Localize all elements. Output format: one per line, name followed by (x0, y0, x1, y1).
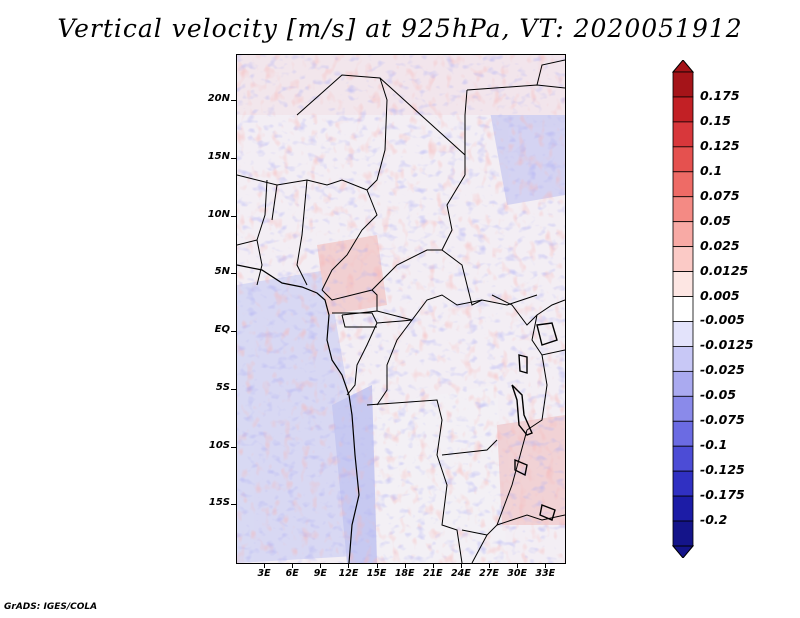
colorbar-bin (672, 146, 694, 173)
colorbar-level-label: -0.075 (700, 412, 745, 428)
lat-tick-mark (231, 100, 236, 102)
colorbar-level-label: -0.175 (700, 487, 745, 503)
lat-tick-label: 5N (214, 266, 230, 278)
colorbar-bin (672, 420, 694, 447)
colorbar-top-arrow (672, 60, 694, 73)
colorbar-bin (672, 71, 694, 98)
lon-tick-mark (292, 563, 294, 568)
colorbar-bin (672, 346, 694, 372)
colorbar (672, 60, 694, 558)
lat-tick-mark (231, 273, 236, 275)
colorbar-level-label: 0.075 (700, 187, 740, 203)
colorbar-level-label: 0.0125 (700, 262, 749, 278)
colorbar-bin (672, 395, 694, 422)
lon-tick-label: 27E (479, 568, 499, 579)
colorbar-level-label: 0.025 (700, 237, 740, 253)
velocity-map (236, 54, 566, 564)
grads-credit: GrADS: IGES/COLA (4, 602, 98, 612)
lat-tick-label: 10S (208, 439, 230, 451)
downward-motion-texture (237, 55, 565, 563)
lon-tick-mark (376, 563, 378, 568)
lon-tick-label: 6E (285, 568, 299, 579)
colorbar-level-label: -0.0125 (700, 337, 754, 353)
lat-tick-mark (231, 331, 236, 333)
lat-tick-label: 5S (215, 381, 230, 393)
colorbar-bin (672, 171, 694, 198)
colorbar-bin (672, 495, 694, 522)
lon-tick-mark (264, 563, 266, 568)
colorbar-bin (672, 221, 694, 248)
lat-tick-label: 10N (207, 208, 230, 220)
lat-tick-label: 15S (208, 497, 230, 509)
lon-tick-mark (545, 563, 547, 568)
colorbar-bin (672, 296, 694, 322)
colorbar-bin (672, 271, 694, 297)
lon-tick-mark (517, 563, 519, 568)
lat-tick-mark (231, 388, 236, 390)
colorbar-level-label: -0.025 (700, 362, 745, 378)
velocity-field-plot (237, 55, 565, 563)
lat-tick-label: 20N (207, 93, 230, 105)
colorbar-bin (672, 520, 694, 547)
lat-tick-label: EQ (214, 324, 230, 336)
lon-tick-label: 24E (451, 568, 471, 579)
colorbar-level-label: 0.125 (700, 137, 740, 153)
lat-tick-mark (231, 157, 236, 159)
colorbar-level-label: -0.05 (700, 387, 737, 403)
lon-tick-mark (489, 563, 491, 568)
colorbar-bottom-arrow (672, 545, 694, 558)
colorbar-level-label: 0.175 (700, 87, 740, 103)
lon-tick-label: 15E (366, 568, 387, 579)
colorbar-bin (672, 470, 694, 497)
colorbar-bin (672, 321, 694, 347)
lon-tick-label: 30E (507, 568, 527, 579)
lon-tick-label: 9E (313, 568, 327, 579)
map-title: Vertical velocity [m/s] at 925hPa, VT: 2… (57, 14, 743, 43)
colorbar-level-label: -0.2 (700, 512, 728, 528)
lat-tick-label: 15N (207, 150, 230, 162)
coastline (237, 264, 360, 563)
lat-tick-mark (231, 446, 236, 448)
colorbar-level-label: 0.15 (700, 112, 731, 128)
country-borders (237, 59, 565, 563)
lat-tick-mark (231, 215, 236, 217)
lon-tick-mark (432, 563, 434, 568)
colorbar-bin (672, 445, 694, 472)
lon-tick-label: 21E (422, 568, 443, 579)
colorbar-level-label: -0.125 (700, 462, 745, 478)
colorbar-bin (672, 96, 694, 123)
colorbar-level-label: -0.005 (700, 312, 745, 328)
lon-tick-label: 3E (257, 568, 271, 579)
colorbar-level-label: -0.1 (700, 437, 728, 453)
colorbar-level-label: 0.05 (700, 212, 731, 228)
lon-tick-mark (460, 563, 462, 568)
lon-tick-mark (348, 563, 350, 568)
colorbar-bin (672, 370, 694, 397)
colorbar-level-label: 0.1 (700, 162, 723, 178)
colorbar-bin (672, 246, 694, 272)
lon-tick-label: 18E (394, 568, 415, 579)
colorbar-level-label: 0.005 (700, 287, 740, 303)
lon-tick-mark (404, 563, 406, 568)
colorbar-bin (672, 196, 694, 223)
lat-tick-mark (231, 504, 236, 506)
lon-tick-label: 33E (535, 568, 556, 579)
lon-tick-label: 12E (338, 568, 359, 579)
lon-tick-mark (320, 563, 322, 568)
colorbar-bin (672, 121, 694, 148)
lake-outlines (511, 322, 558, 521)
